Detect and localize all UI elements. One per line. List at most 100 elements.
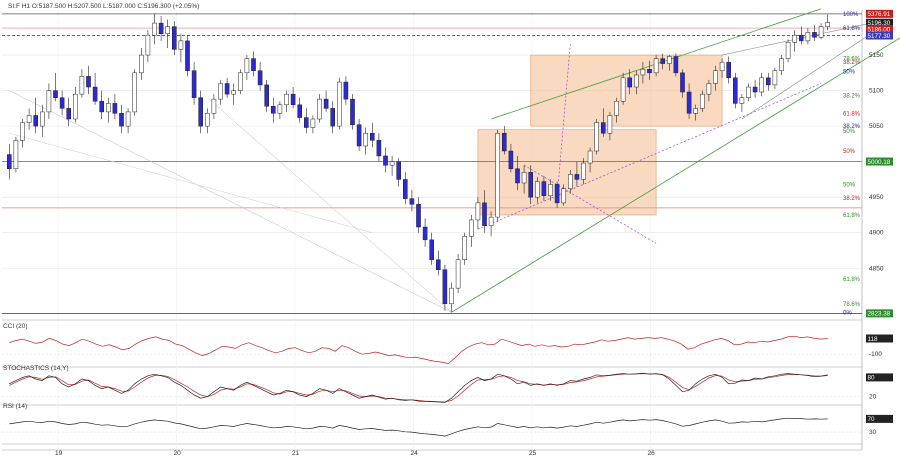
candle[interactable] xyxy=(442,264,448,311)
candle[interactable] xyxy=(191,62,197,105)
candle[interactable] xyxy=(33,97,38,134)
candle[interactable] xyxy=(713,65,718,91)
candle[interactable] xyxy=(436,250,441,276)
candle[interactable] xyxy=(587,147,593,173)
candle[interactable] xyxy=(693,104,698,121)
candle[interactable] xyxy=(772,67,778,90)
candle[interactable] xyxy=(257,62,263,91)
candle[interactable] xyxy=(535,177,540,203)
candle[interactable] xyxy=(475,197,481,230)
candle[interactable] xyxy=(264,79,269,112)
candle[interactable] xyxy=(482,190,487,233)
candle[interactable] xyxy=(521,165,527,194)
candle[interactable] xyxy=(686,83,692,120)
candle[interactable] xyxy=(825,14,830,31)
candle[interactable] xyxy=(719,58,725,78)
candle[interactable] xyxy=(700,90,705,112)
candle[interactable] xyxy=(53,72,58,102)
candle[interactable] xyxy=(554,181,560,208)
candle[interactable] xyxy=(178,33,184,63)
candle[interactable] xyxy=(13,136,19,173)
candle[interactable] xyxy=(59,90,65,116)
candle[interactable] xyxy=(125,108,131,134)
candle[interactable] xyxy=(350,94,355,130)
candle[interactable] xyxy=(818,23,824,40)
candle[interactable] xyxy=(284,90,289,112)
candle[interactable] xyxy=(244,55,250,80)
candle[interactable] xyxy=(92,72,98,105)
candle[interactable] xyxy=(574,161,580,187)
candle[interactable] xyxy=(323,90,329,112)
candle[interactable] xyxy=(251,51,256,77)
candle[interactable] xyxy=(627,69,632,95)
candle[interactable] xyxy=(86,65,91,95)
candle[interactable] xyxy=(634,70,639,95)
candle[interactable] xyxy=(673,53,679,77)
candle[interactable] xyxy=(172,20,177,56)
candle[interactable] xyxy=(79,69,85,98)
candle[interactable] xyxy=(812,25,817,41)
candle[interactable] xyxy=(508,143,514,173)
candle[interactable] xyxy=(653,55,659,77)
candle[interactable] xyxy=(462,232,467,265)
candle[interactable] xyxy=(119,104,124,134)
candle[interactable] xyxy=(502,126,507,155)
candle[interactable] xyxy=(733,72,738,109)
candle[interactable] xyxy=(337,77,342,130)
candle[interactable] xyxy=(561,184,566,206)
candle[interactable] xyxy=(799,26,804,45)
candle[interactable] xyxy=(581,158,586,185)
candle[interactable] xyxy=(7,143,12,180)
candle[interactable] xyxy=(541,175,547,201)
candle[interactable] xyxy=(132,69,137,116)
candle[interactable] xyxy=(594,119,599,155)
candle[interactable] xyxy=(238,69,243,95)
candle[interactable] xyxy=(185,35,190,77)
candle[interactable] xyxy=(416,197,421,233)
candle[interactable] xyxy=(231,83,236,105)
candle[interactable] xyxy=(145,30,151,63)
candle[interactable] xyxy=(383,147,388,173)
candle[interactable] xyxy=(515,155,520,191)
candle[interactable] xyxy=(139,47,144,80)
candle[interactable] xyxy=(403,172,408,205)
candle[interactable] xyxy=(158,15,164,41)
candle[interactable] xyxy=(112,94,118,120)
candle[interactable] xyxy=(26,108,32,130)
candle[interactable] xyxy=(746,83,751,102)
candle[interactable] xyxy=(640,62,646,84)
candle[interactable] xyxy=(211,94,217,120)
candle[interactable] xyxy=(409,190,415,212)
candle[interactable] xyxy=(449,282,454,313)
candle[interactable] xyxy=(759,72,764,97)
candle[interactable] xyxy=(607,111,613,141)
candle[interactable] xyxy=(548,179,553,201)
candle[interactable] xyxy=(165,19,170,48)
candle[interactable] xyxy=(343,76,349,105)
candle[interactable] xyxy=(660,53,665,70)
candle[interactable] xyxy=(601,108,606,137)
candle[interactable] xyxy=(785,39,791,63)
candle[interactable] xyxy=(66,97,71,127)
candle[interactable] xyxy=(310,115,316,134)
candle[interactable] xyxy=(396,158,401,187)
candle[interactable] xyxy=(205,108,210,134)
candle[interactable] xyxy=(429,232,434,265)
candle[interactable] xyxy=(495,129,500,223)
candle[interactable] xyxy=(20,119,25,148)
candle[interactable] xyxy=(330,101,335,134)
candle[interactable] xyxy=(40,104,45,137)
candle[interactable] xyxy=(304,108,309,134)
candle[interactable] xyxy=(46,83,52,120)
candle[interactable] xyxy=(568,170,573,194)
candle[interactable] xyxy=(152,13,157,45)
candle[interactable] xyxy=(356,119,362,151)
candle[interactable] xyxy=(422,218,428,247)
candle[interactable] xyxy=(317,94,322,123)
candle[interactable] xyxy=(752,79,758,98)
candle[interactable] xyxy=(198,90,203,134)
candles[interactable] xyxy=(7,13,830,313)
candle[interactable] xyxy=(528,165,533,205)
candle[interactable] xyxy=(277,101,283,120)
candle[interactable] xyxy=(739,94,745,112)
